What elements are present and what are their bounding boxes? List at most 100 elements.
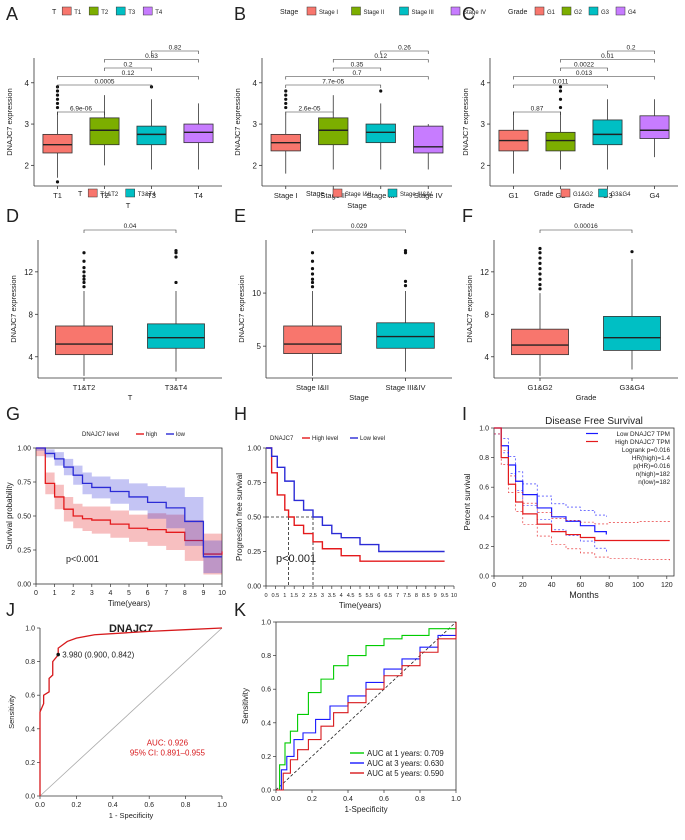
x-tick-label: T1	[53, 191, 62, 200]
significance-bracket: 0.011	[513, 79, 608, 88]
significance-bracket: 0.013	[513, 70, 655, 80]
y-tick-label: 3	[25, 120, 30, 129]
y-tick-label: 2	[25, 161, 30, 170]
y-tick-label: 1.0	[25, 626, 35, 633]
outlier-point	[284, 97, 288, 101]
outlier-point	[284, 105, 288, 110]
p-value-label: 0.63	[145, 53, 158, 60]
outlier-point	[310, 280, 315, 285]
x-tick-label: 0.2	[72, 802, 82, 809]
x-tick-label: 0.5	[272, 593, 280, 599]
legend-swatch	[588, 6, 599, 16]
box-1	[511, 246, 569, 376]
auc-label: AUC: 0.926	[147, 739, 189, 748]
panel-a: 2 3 4 DNAJC7 expression T T T1 T2 T3 T4 T1 T2 T3 T4 6.…	[5, 6, 222, 210]
box-1	[55, 251, 113, 376]
legend-swatch	[560, 188, 571, 198]
x-tick-label: 60	[577, 582, 585, 589]
legend-title: Stage	[280, 9, 298, 16]
x-tick-label: Stage I	[274, 191, 298, 200]
bracket-line	[285, 84, 382, 88]
x-tick-label: 0.4	[108, 802, 118, 809]
p-value-label: 0.011	[553, 79, 569, 86]
y-tick-label: 0.50	[17, 514, 31, 521]
x-tick-label: 1.0	[217, 802, 227, 809]
x-tick-label: 0	[492, 582, 496, 589]
p-value-label: 0.2	[626, 45, 635, 52]
legend-label: p(HR)=0.016	[633, 463, 670, 470]
x-tick-label: 0.0	[271, 796, 281, 803]
legend-title: Stage	[306, 191, 324, 198]
outlier-point	[538, 287, 542, 291]
legend-label: Stage IV	[463, 10, 486, 16]
y-tick-label: 0.4	[25, 726, 35, 733]
p-value-label: 0.2	[123, 62, 132, 69]
legend-label: Stage II	[364, 10, 385, 16]
y-tick-label: 0.25	[247, 549, 261, 556]
outlier-point	[558, 85, 563, 89]
y-tick-label: 1.00	[247, 446, 261, 453]
x-tick-label: G2	[555, 191, 565, 200]
significance-bracket: 0.87	[513, 106, 561, 115]
outlier-point	[55, 89, 60, 93]
legend-swatch	[351, 6, 361, 16]
outlier-point	[403, 279, 408, 283]
x-tick-label: 8.5	[422, 593, 430, 599]
y-tick-label: 0.4	[261, 720, 271, 727]
x-tick-label: 0.4	[343, 796, 353, 803]
cutoff-point	[56, 652, 60, 657]
outlier-point	[558, 105, 563, 110]
y-tick-label: 0.2	[479, 544, 489, 551]
significance-bracket: 0.63	[104, 53, 199, 63]
x-tick-label: 4.5	[347, 593, 355, 599]
outlier-point	[55, 101, 60, 106]
legend-swatch	[561, 6, 572, 16]
x-axis-label: 1-Specificity	[344, 805, 387, 814]
box-body	[55, 325, 113, 356]
legend-swatch	[450, 6, 461, 16]
box-3	[365, 89, 396, 170]
y-axis-label: DNAJC7 expression	[465, 275, 474, 343]
y-tick-label: 1.0	[261, 620, 271, 627]
panel-letter-e: E	[234, 206, 246, 226]
box-2	[89, 95, 120, 166]
box-body	[639, 115, 670, 139]
roc-curve-3	[276, 622, 457, 791]
box-2	[318, 95, 349, 170]
x-tick-label: 8	[415, 593, 418, 599]
x-tick-label: 9	[434, 593, 437, 599]
y-tick-label: 12	[480, 268, 489, 277]
y-axis-label: DNAJC7 expression	[9, 275, 18, 343]
legend-swatch	[125, 188, 135, 198]
panel-c: 2 3 4 DNAJC7 expression Grade Grade G1 G2 G3 G4 G1…	[461, 6, 678, 210]
x-tick-label: G4	[649, 191, 659, 200]
x-axis-label: Months	[569, 590, 599, 600]
legend-label: Stage III&IV	[400, 192, 432, 198]
x-tick-label: T2	[100, 191, 109, 200]
box-body	[42, 133, 73, 154]
y-tick-label: 0.25	[17, 548, 31, 555]
significance-bracket: 0.029	[312, 223, 406, 233]
bracket-line	[513, 111, 561, 115]
x-tick-label: Stage I&II	[296, 383, 329, 392]
panel-j: 0.0 0.2 0.4 0.6 0.8 1.0 0.0 0.2 0.4 0.6 0.8 1.0 Sens…	[7, 623, 227, 820]
box-2	[603, 250, 661, 370]
legend-label: T1	[74, 10, 82, 16]
outlier-point	[558, 97, 563, 101]
x-tick-label: 2.5	[309, 593, 317, 599]
x-tick-label: 3	[90, 590, 94, 597]
legend-label: G4	[628, 10, 637, 16]
y-tick-label: 0.8	[25, 659, 35, 666]
significance-bracket: 0.04	[83, 223, 177, 233]
x-axis-label: Stage	[347, 201, 367, 210]
x-tick-label: 5	[127, 590, 131, 597]
box-3	[592, 99, 623, 170]
box-body	[376, 322, 435, 349]
legend-label: T3	[128, 10, 136, 16]
box-body	[592, 119, 623, 146]
outlier-point	[538, 272, 542, 276]
box-1	[42, 85, 73, 184]
bracket-line	[539, 229, 633, 233]
outlier-point	[538, 282, 542, 287]
x-tick-label: 1	[283, 593, 286, 599]
